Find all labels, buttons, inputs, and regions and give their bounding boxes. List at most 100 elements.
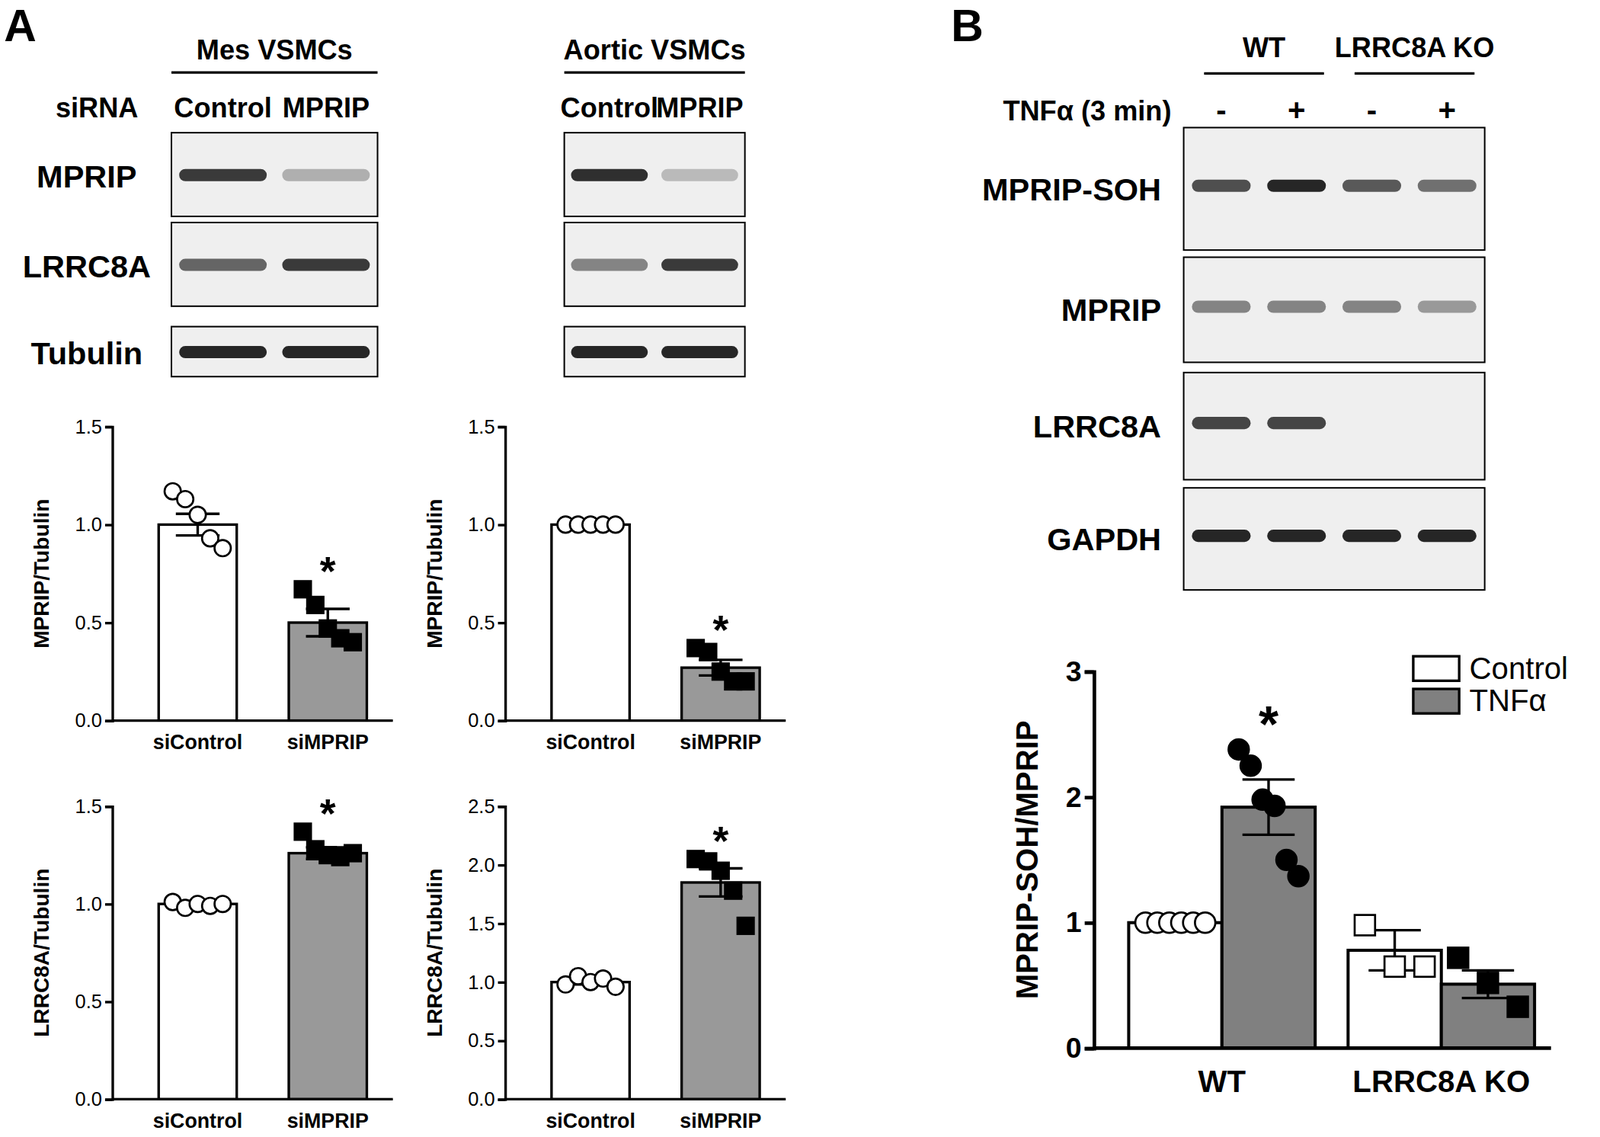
tick-label: 0.5 [75,611,103,634]
y-axis: 0123 [1065,655,1095,1064]
tick-mark [498,981,506,984]
significance-mark: * [712,818,729,864]
axis-line [505,1097,786,1101]
plot-area [551,851,760,1100]
band [571,259,649,272]
group-label: LRRC8A KO [1334,32,1495,64]
bar [551,524,630,720]
tick-label: 0.5 [467,611,495,634]
band [1267,179,1326,192]
y-tick: 0.0 [467,1088,506,1110]
y-tick: 3 [1065,655,1095,688]
tick-label: 1.5 [467,912,495,935]
y-axis: 0.00.51.01.5 [75,416,113,732]
band [661,169,739,182]
row-header: siRNA [55,92,139,124]
y-axis-title: MPRIP-SOH/MPRIP [1010,720,1045,999]
lane-label: + [1287,92,1306,128]
blot-header: Aortic VSMCs [563,34,746,66]
y-axis-title: LRRC8A/Tubulin [422,868,447,1037]
tick-label: 1 [1065,905,1082,938]
tick-mark [498,922,506,925]
data-point [607,516,624,533]
data-point [1507,996,1529,1018]
blot-frame [1184,372,1485,480]
blot-header: Mes VSMCs [196,34,353,66]
tick-mark [498,1097,506,1101]
row-label: MPRIP [1061,291,1162,328]
tick-mark [1084,1046,1095,1051]
y-tick: 1.5 [75,416,113,438]
tick-mark [105,805,112,808]
axis-line [498,806,506,1100]
y-tick: 0.5 [75,990,113,1012]
band [281,259,370,272]
y-axis-title: LRRC8A/Tubulin [29,868,54,1037]
axis-line [112,1097,393,1101]
blot-panel-b: WTLRRC8A KOTNFα (3 min)-+-+MPRIP-SOHMPRI… [982,32,1495,590]
category-label: siMPRIP [679,730,762,754]
tick-mark [498,523,506,526]
bar [1222,806,1316,1048]
band [1417,179,1477,192]
significance-mark: * [320,790,336,836]
tick-mark [105,1000,112,1003]
band [661,345,739,359]
y-tick: 0.0 [75,1088,113,1110]
blot-frame [171,132,378,217]
blot-panel-a: siRNAMPRIPLRRC8ATubulinMes VSMCsControlM… [22,34,746,378]
tick-label: 1.0 [467,513,495,535]
band [1342,300,1402,313]
significance-mark: * [320,548,336,594]
data-point [737,672,754,689]
category-label: WT [1198,1064,1247,1099]
plot-area [158,823,367,1100]
y-tick: 0.5 [467,1029,506,1051]
tick-mark [105,621,112,624]
data-point [1384,956,1405,977]
x-tick: siControl [153,1109,243,1133]
lane-label: + [1438,92,1456,128]
data-point [1194,912,1216,933]
tick-label: 1.5 [75,795,103,817]
x-axis: siControlsiMPRIP [153,1109,369,1133]
axis-line [498,427,506,722]
y-axis-title: MPRIP/Tubulin [422,499,447,649]
data-point [1414,956,1435,977]
x-tick: LRRC8A KO [1352,1064,1530,1099]
tick-mark [498,805,506,808]
header-underline [564,70,746,74]
tick-label: 0 [1065,1031,1082,1064]
tick-mark [1084,921,1095,925]
data-point [712,862,729,879]
tick-mark [105,523,112,526]
category-label: siControl [545,1109,635,1133]
row-label: LRRC8A [22,248,151,285]
row-label: GAPDH [1046,521,1162,557]
category-label: LRRC8A KO [1352,1064,1530,1099]
y-tick: 0.0 [467,709,506,731]
group-underline [1203,72,1324,75]
data-point [1478,972,1499,993]
tick-label: 1.0 [467,970,495,992]
blot-frame [1184,257,1485,363]
panel-letter: B [950,0,984,51]
significance-mark: * [1258,694,1279,752]
band [1417,529,1477,542]
tick-mark [1084,670,1095,675]
band [1191,179,1251,192]
y-tick: 1.0 [467,513,506,535]
tick-label: 3 [1065,655,1082,688]
legend: ControlTNFα [1413,651,1568,719]
tick-mark [105,902,112,906]
tick-mark [498,1040,506,1043]
band [1417,300,1477,313]
band [1191,529,1251,542]
band [1191,300,1251,313]
blot-frame [171,326,378,378]
header-underline [171,70,378,74]
data-point [344,633,361,650]
y-tick: 1.0 [467,970,506,992]
x-axis: siControlsiMPRIP [545,1109,762,1133]
blot-frame [171,222,378,307]
